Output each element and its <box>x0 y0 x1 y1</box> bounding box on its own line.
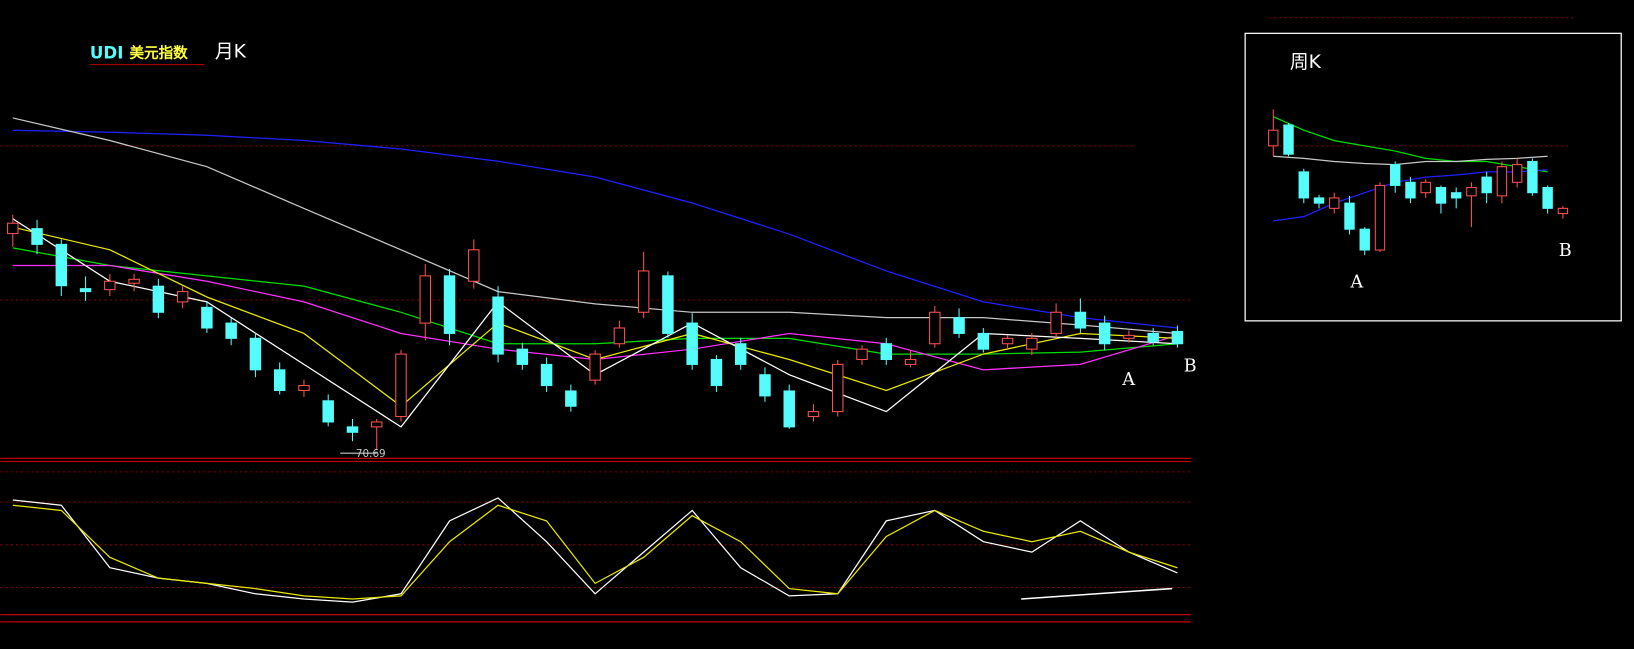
candle-body <box>662 275 674 334</box>
candle-body <box>565 390 577 407</box>
candle-body <box>880 343 893 361</box>
ma-line <box>12 117 1178 335</box>
candle-body <box>31 228 43 245</box>
candle-body <box>1171 330 1184 345</box>
candle-body <box>152 285 165 313</box>
annotation: A <box>1349 272 1363 292</box>
candle-body <box>1050 311 1062 334</box>
candle-body <box>249 337 262 371</box>
candle-body <box>516 348 529 365</box>
candle-body <box>1001 337 1014 345</box>
candle-body <box>1147 332 1159 343</box>
candle-body <box>1329 197 1340 209</box>
candle-body <box>468 249 480 282</box>
candle-body <box>1026 337 1038 350</box>
candle-body <box>613 327 626 345</box>
candle-body <box>298 385 310 391</box>
candle-body <box>322 400 334 423</box>
candle-body <box>1496 166 1508 197</box>
candle-body <box>1313 197 1325 204</box>
candle-body <box>1123 334 1135 339</box>
candle-body <box>419 275 431 324</box>
annotation: B <box>1184 357 1197 377</box>
candle-body <box>104 280 116 291</box>
ma-line <box>1273 155 1548 166</box>
inset-title: 周K <box>1290 52 1322 73</box>
candle-body <box>807 411 820 418</box>
chart-title: UDI <box>90 44 124 63</box>
chart-subtitle: 美元指数 <box>129 44 188 62</box>
candle-body <box>1390 164 1401 186</box>
candle-body <box>1268 129 1279 147</box>
candle-body <box>832 363 844 413</box>
candle-body <box>783 390 795 428</box>
annotation: A <box>1121 370 1135 390</box>
candle-body <box>1374 184 1386 251</box>
candle-body <box>1420 181 1431 194</box>
low-label: 70.69 <box>356 448 386 460</box>
candle-body <box>1074 311 1087 329</box>
candle-body <box>55 243 68 287</box>
candle-body <box>1435 186 1447 204</box>
candle-body <box>7 222 19 235</box>
candle-body <box>1405 181 1416 199</box>
candle-body <box>346 426 359 433</box>
candle-body <box>589 353 601 381</box>
candle-body <box>953 317 965 334</box>
candle-body <box>977 332 990 350</box>
candle-body <box>759 374 771 397</box>
candle-body <box>540 363 553 387</box>
candle-body <box>1466 186 1477 197</box>
candle-body <box>443 275 456 334</box>
candle-body <box>710 358 723 387</box>
candle-body <box>1359 228 1370 251</box>
candle-body <box>1098 322 1111 345</box>
ma-line <box>12 129 1178 329</box>
candle-body <box>176 291 189 303</box>
candle-body <box>686 322 698 365</box>
candle-body <box>929 311 941 345</box>
candle-body <box>1450 192 1462 199</box>
candle-body <box>1557 207 1569 215</box>
inset-frame <box>1244 32 1622 322</box>
candle-body <box>395 353 407 418</box>
period-label: 月K <box>215 42 247 63</box>
candle-body <box>734 343 747 365</box>
candle-body <box>1283 124 1294 155</box>
candle-body <box>1527 160 1538 194</box>
candle-body <box>1344 202 1355 230</box>
candle-body <box>1481 176 1492 194</box>
candle-body <box>1298 171 1309 199</box>
candle-body <box>225 322 237 339</box>
candle-body <box>1542 186 1553 209</box>
candle-body <box>201 306 213 329</box>
candle-body <box>904 358 917 365</box>
candle-body <box>637 270 650 313</box>
candle-body <box>128 278 140 284</box>
candle-body <box>79 288 92 293</box>
candle-body <box>492 296 504 355</box>
trend-line <box>1021 587 1173 600</box>
candle-body <box>273 369 286 391</box>
annotation: B <box>1559 241 1572 261</box>
candle-body <box>371 421 383 428</box>
ma-line <box>12 504 1178 600</box>
candle-body <box>1511 164 1523 183</box>
candle-body <box>856 348 868 361</box>
